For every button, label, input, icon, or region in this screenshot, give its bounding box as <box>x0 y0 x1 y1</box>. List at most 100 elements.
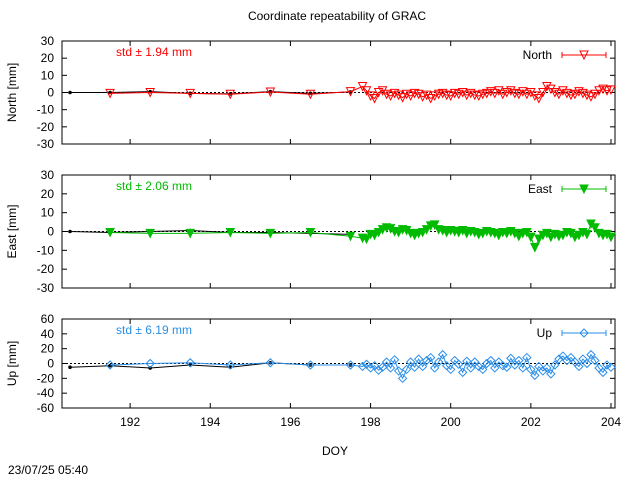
data-point <box>425 352 436 363</box>
data-point <box>373 365 384 375</box>
data-point <box>590 223 600 233</box>
daily-point <box>68 229 72 234</box>
data-point <box>506 86 516 96</box>
data-point <box>558 86 568 96</box>
data-point <box>582 229 592 240</box>
x-tick-label: 192 <box>120 415 140 429</box>
data-point <box>506 353 516 364</box>
x-tick-label: 202 <box>521 415 541 429</box>
data-point <box>490 363 500 373</box>
legend-marker <box>579 50 589 61</box>
data-point <box>105 360 115 370</box>
data-point <box>546 84 556 95</box>
data-point <box>365 363 376 373</box>
data-point <box>526 88 536 98</box>
x-tick-label: 204 <box>601 415 621 429</box>
data-point <box>421 90 432 101</box>
legend-label: Up <box>537 326 553 340</box>
data-point <box>570 89 580 100</box>
data-point <box>305 89 316 100</box>
data-point <box>389 355 400 365</box>
data-point <box>526 364 536 375</box>
data-point <box>586 92 596 102</box>
data-point <box>602 360 612 370</box>
data-point <box>385 91 396 102</box>
data-point <box>542 81 552 92</box>
data-point <box>497 89 508 100</box>
data-point <box>502 362 512 372</box>
y-axis-label: North [mm] <box>5 63 19 122</box>
data-point <box>606 232 616 243</box>
data-point <box>305 227 316 238</box>
data-point <box>518 363 528 373</box>
data-point <box>606 362 616 372</box>
y-tick-label: 30 <box>41 168 55 182</box>
data-point <box>534 234 544 245</box>
data-point <box>530 243 540 253</box>
data-point <box>381 89 392 100</box>
std-label: std ± 6.19 mm <box>116 323 192 337</box>
y-tick-label: 0 <box>47 86 54 100</box>
y-tick-label: -20 <box>37 371 55 385</box>
data-point <box>534 94 544 104</box>
data-point <box>361 234 372 245</box>
data-point <box>225 89 236 100</box>
data-point <box>225 227 236 238</box>
data-point <box>413 354 424 364</box>
data-point <box>453 89 464 100</box>
x-tick-label: 196 <box>280 415 300 429</box>
data-point <box>413 89 424 100</box>
data-point <box>594 86 604 96</box>
data-point <box>474 361 484 372</box>
data-point <box>225 360 236 370</box>
x-tick-label: 198 <box>361 415 381 429</box>
y-tick-label: -20 <box>37 262 55 276</box>
data-point <box>105 88 115 99</box>
data-point <box>429 91 440 102</box>
y-tick-label: 0 <box>47 225 54 239</box>
data-point <box>473 91 484 102</box>
data-point <box>185 88 196 99</box>
data-point <box>425 94 436 104</box>
data-point <box>489 88 500 99</box>
data-point <box>417 92 428 102</box>
x-tick-label: 194 <box>200 415 220 429</box>
data-point <box>401 364 412 375</box>
data-point <box>550 88 560 98</box>
y-tick-label: 20 <box>41 342 55 356</box>
data-point <box>562 355 572 366</box>
data-point <box>105 227 115 238</box>
data-point <box>538 88 548 98</box>
daily-point <box>68 90 72 95</box>
data-point <box>606 85 616 96</box>
y-tick-label: -30 <box>37 137 55 151</box>
data-point <box>381 357 392 367</box>
data-point <box>445 91 456 102</box>
data-point <box>486 355 496 366</box>
data-point <box>417 361 428 372</box>
data-point <box>345 231 356 242</box>
data-point <box>461 90 472 101</box>
data-point <box>454 359 464 369</box>
data-point <box>542 363 552 373</box>
data-point <box>397 93 408 103</box>
data-point <box>578 88 588 99</box>
y-tick-label: -40 <box>37 386 55 400</box>
series-line <box>110 353 612 380</box>
data-point <box>546 369 556 379</box>
data-point <box>409 362 420 372</box>
data-point <box>361 86 372 96</box>
y-tick-label: 20 <box>41 187 55 201</box>
timestamp: 23/07/25 05:40 <box>8 463 88 477</box>
data-point <box>550 360 560 370</box>
data-point <box>586 349 596 360</box>
data-point <box>574 87 584 97</box>
data-point <box>265 228 276 239</box>
data-point <box>465 88 476 99</box>
std-label: std ± 1.94 mm <box>116 45 192 59</box>
data-point <box>185 228 196 239</box>
data-point <box>522 227 532 238</box>
data-point <box>185 358 195 368</box>
y-tick-label: -10 <box>37 103 55 117</box>
